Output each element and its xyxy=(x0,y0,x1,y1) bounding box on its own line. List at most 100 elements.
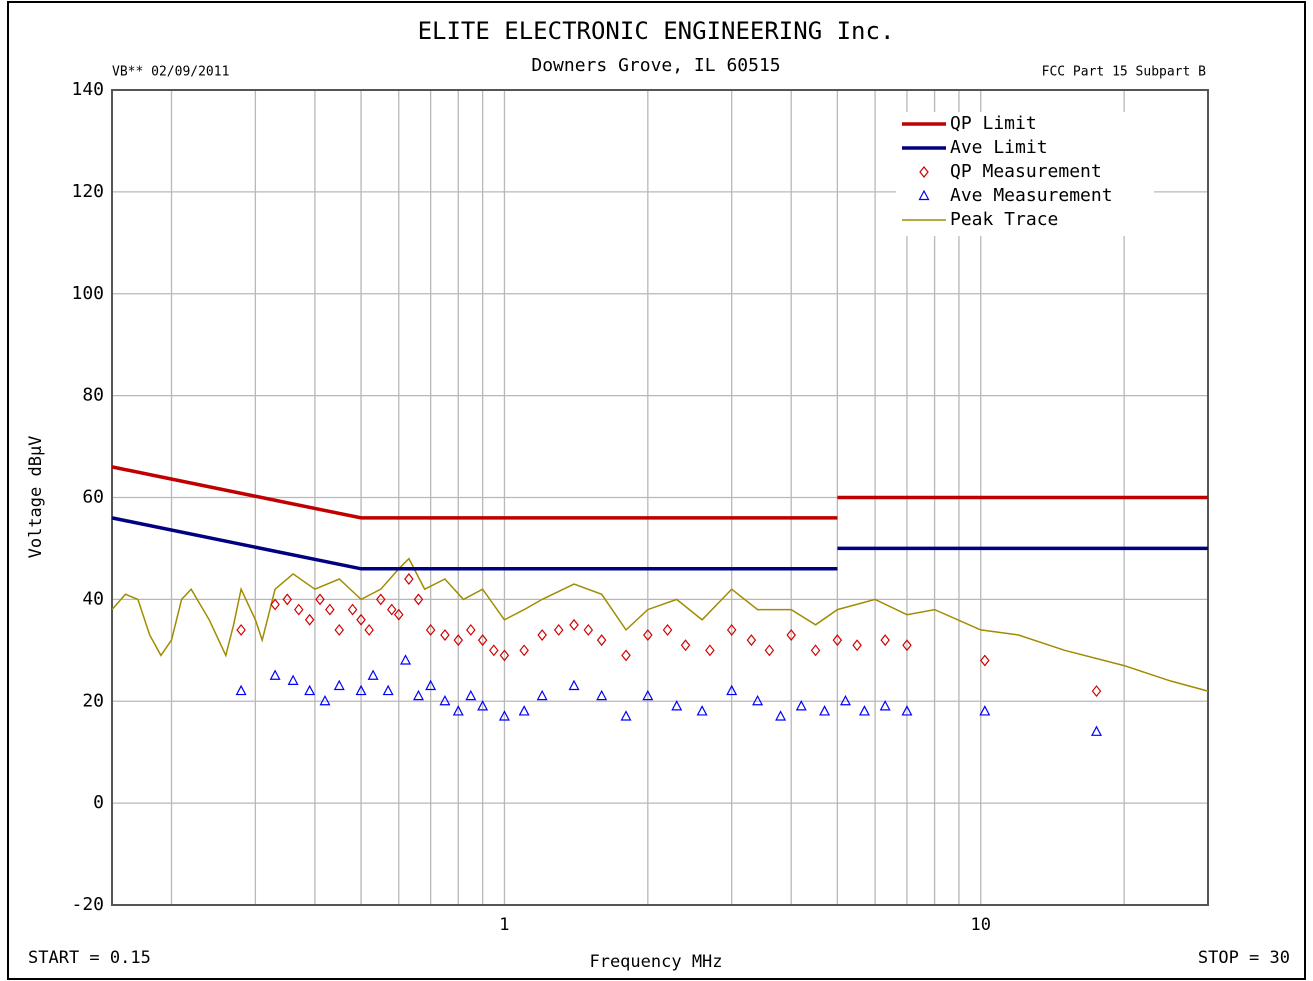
triangle-marker xyxy=(439,694,451,706)
triangle-marker xyxy=(879,700,891,711)
triangle-marker xyxy=(752,694,764,706)
triangle-marker xyxy=(858,705,870,716)
diamond-marker xyxy=(583,623,594,636)
triangle-marker xyxy=(269,669,281,680)
y-tick-label: 0 xyxy=(93,792,104,813)
triangle-marker xyxy=(367,669,379,680)
triangle-marker xyxy=(671,700,683,711)
diamond-marker xyxy=(304,613,315,626)
diamond-marker xyxy=(880,634,890,647)
diamond-marker xyxy=(764,644,775,657)
right-note: FCC Part 15 Subpart B xyxy=(1042,65,1207,80)
triangle-marker xyxy=(400,654,412,665)
diamond-marker xyxy=(705,644,715,657)
triangle-marker xyxy=(696,705,708,716)
diamond-marker xyxy=(334,623,345,636)
diamond-marker xyxy=(347,603,358,616)
y-tick-label: 80 xyxy=(82,385,104,406)
triangle-marker xyxy=(726,684,738,696)
series-line xyxy=(111,557,1209,692)
diamond-marker xyxy=(746,634,757,647)
triangle-marker xyxy=(819,705,831,716)
legend-label: Ave Measurement xyxy=(950,185,1113,206)
diamond-marker xyxy=(375,593,386,606)
diamond-marker xyxy=(980,654,990,667)
diamond-marker xyxy=(404,573,414,585)
diamond-marker xyxy=(621,649,631,662)
series-line xyxy=(111,516,1208,571)
diamond-marker xyxy=(356,613,366,626)
x-axis-label: Frequency MHz xyxy=(589,952,722,972)
diamond-marker xyxy=(553,623,564,636)
stop-label: STOP = 30 xyxy=(1198,948,1290,968)
y-tick-label: 120 xyxy=(71,181,104,202)
triangle-marker xyxy=(775,710,787,721)
triangle-marker xyxy=(304,684,316,696)
triangle-marker xyxy=(287,674,299,685)
triangle-marker xyxy=(477,700,489,711)
series-line xyxy=(111,465,1208,520)
y-tick-label: -20 xyxy=(71,894,104,915)
diamond-marker xyxy=(315,593,325,606)
triangle-marker xyxy=(518,705,530,716)
diamond-marker xyxy=(293,603,304,616)
triangle-marker xyxy=(235,684,247,696)
diamond-marker xyxy=(393,608,404,621)
diamond-marker xyxy=(832,634,843,647)
triangle-marker xyxy=(452,705,464,716)
diamond-marker xyxy=(786,629,796,641)
diamond-marker xyxy=(810,644,821,657)
triangle-marker xyxy=(918,189,930,201)
triangle-marker xyxy=(319,694,331,706)
start-label: START = 0.15 xyxy=(28,948,151,968)
diamond-marker xyxy=(569,618,579,631)
legend-label: Ave Limit xyxy=(950,137,1048,158)
triangle-marker xyxy=(465,689,477,701)
diamond-marker xyxy=(499,649,510,662)
diamond-marker xyxy=(325,603,335,616)
diamond-marker xyxy=(425,623,436,636)
diamond-marker xyxy=(537,629,547,641)
diamond-marker xyxy=(919,166,929,178)
triangle-marker xyxy=(568,679,580,691)
triangle-marker xyxy=(620,710,632,721)
diamond-marker xyxy=(662,623,673,636)
triangle-marker xyxy=(382,684,394,696)
diamond-marker xyxy=(440,629,450,641)
legend-label: QP Limit xyxy=(950,113,1037,134)
diamond-marker xyxy=(270,598,280,611)
legend-label: QP Measurement xyxy=(950,161,1102,182)
triangle-marker xyxy=(596,689,608,701)
x-tick-label: 1 xyxy=(499,915,509,935)
diamond-marker xyxy=(477,634,488,647)
chart-subtitle: Downers Grove, IL 60515 xyxy=(531,55,780,76)
triangle-marker xyxy=(642,689,654,701)
diamond-marker xyxy=(489,644,499,657)
diamond-marker xyxy=(236,623,246,636)
diamond-marker xyxy=(453,634,464,647)
diamond-marker xyxy=(852,639,862,652)
triangle-marker xyxy=(795,700,807,711)
triangle-marker xyxy=(355,684,367,696)
triangle-marker xyxy=(536,689,548,701)
diamond-marker xyxy=(282,593,293,606)
diamond-marker xyxy=(596,634,607,647)
legend-box xyxy=(896,112,1154,236)
diamond-marker xyxy=(519,644,529,657)
triangle-marker xyxy=(1091,725,1102,736)
diamond-marker xyxy=(466,623,476,636)
chart-title: ELITE ELECTRONIC ENGINEERING Inc. xyxy=(418,17,895,45)
legend-label: Peak Trace xyxy=(950,209,1058,230)
triangle-marker xyxy=(498,710,510,721)
diamond-marker xyxy=(680,639,691,652)
y-tick-label: 140 xyxy=(71,79,104,100)
diamond-marker xyxy=(643,629,653,641)
diamond-marker xyxy=(364,623,374,636)
triangle-marker xyxy=(901,705,913,716)
diamond-marker xyxy=(386,603,397,616)
x-tick-label: 10 xyxy=(971,915,991,935)
diamond-marker xyxy=(1091,685,1102,698)
left-note: VB** 02/09/2011 xyxy=(112,65,229,80)
diamond-marker xyxy=(413,593,424,606)
